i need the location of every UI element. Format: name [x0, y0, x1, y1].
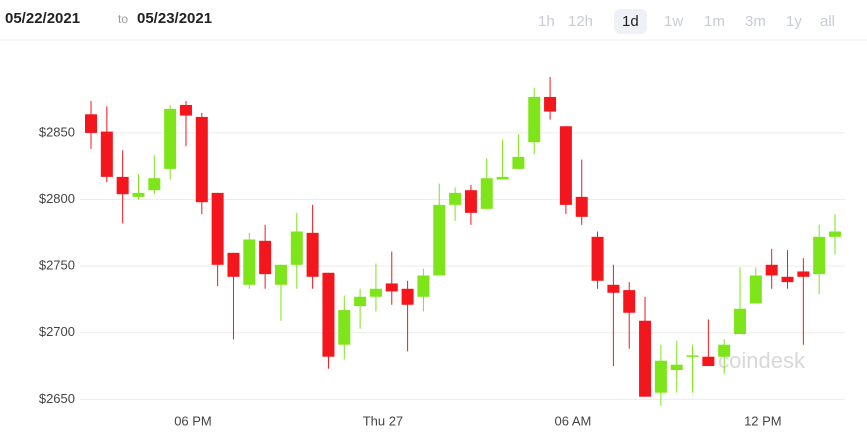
candle-body	[734, 308, 747, 335]
candle-body	[813, 236, 826, 275]
candle-body	[480, 178, 493, 209]
candle-body	[164, 108, 177, 169]
candle-body	[385, 283, 398, 292]
candle-body	[623, 290, 636, 313]
candle-body	[559, 126, 572, 205]
range-button[interactable]: 1y	[786, 13, 802, 30]
candle-body	[464, 190, 477, 213]
watermark: coindesk	[718, 348, 806, 373]
candle-body	[449, 192, 462, 205]
header: 05/22/2021 to 05/23/2021 1h 12h 1d 1w 1m 3m 1y…	[0, 0, 867, 40]
candle-body	[290, 231, 303, 265]
candle-body	[686, 355, 699, 357]
from-date[interactable]: 05/22/2021	[5, 10, 81, 27]
candle-body	[179, 104, 192, 116]
x-tick-label: 06 AM	[554, 413, 591, 428]
candle-body	[749, 275, 762, 304]
candle-body	[512, 156, 525, 169]
y-tick-label: $2700	[39, 324, 75, 339]
candle-body	[797, 271, 810, 277]
x-tick-label: 12 PM	[744, 413, 782, 428]
candle-body	[670, 364, 683, 371]
range-button[interactable]: 1m	[704, 13, 725, 30]
candle-body	[338, 310, 351, 345]
candle-body	[607, 284, 620, 293]
y-tick-label: $2650	[39, 391, 75, 406]
candle-body	[417, 275, 430, 297]
range-button[interactable]: 12h	[568, 13, 594, 30]
candle-body	[718, 344, 731, 357]
candle-body	[243, 239, 256, 285]
y-tick-label: $2800	[39, 191, 75, 206]
candle-body	[591, 236, 604, 281]
candle-body	[528, 96, 541, 143]
to-date[interactable]: 05/23/2021	[137, 10, 213, 27]
candle-body	[85, 114, 97, 133]
candle-body	[575, 196, 588, 217]
candle-body	[195, 116, 208, 203]
candle-body	[211, 192, 224, 265]
candle-body	[496, 176, 509, 180]
candle-body	[148, 178, 161, 191]
candle-body	[306, 232, 319, 277]
x-tick-label: Thu 27	[363, 413, 403, 428]
candle-body	[132, 192, 145, 197]
candle-body	[100, 131, 113, 177]
candle-body	[654, 360, 667, 393]
range-button[interactable]: 1d	[614, 9, 647, 34]
candle-body	[369, 288, 382, 297]
candle-body	[639, 320, 652, 397]
candle-body	[274, 264, 287, 285]
x-tick-label: 06 PM	[174, 413, 212, 428]
y-tick-label: $2850	[39, 124, 75, 139]
candle-body	[702, 356, 715, 367]
range-button[interactable]: 1h	[538, 13, 555, 30]
range-button[interactable]: all	[820, 13, 836, 30]
candle-body	[116, 176, 129, 195]
range-button[interactable]: 1w	[664, 13, 684, 30]
candle-body	[259, 240, 272, 275]
candle-body	[433, 204, 446, 276]
candle-body	[322, 272, 335, 357]
candle-body	[829, 231, 842, 237]
candle-body	[544, 96, 557, 112]
to-word: to	[118, 12, 129, 26]
candle-body	[227, 252, 240, 277]
candle-body	[765, 264, 778, 276]
y-tick-label: $2750	[39, 258, 75, 273]
range-button[interactable]: 3m	[745, 13, 766, 30]
candle-body	[781, 276, 794, 283]
candle-body	[354, 296, 367, 307]
candle-body	[401, 288, 414, 305]
